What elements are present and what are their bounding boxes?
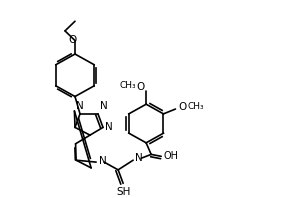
Text: CH₃: CH₃ xyxy=(188,102,204,111)
Text: O: O xyxy=(136,82,144,92)
Text: N: N xyxy=(135,153,143,163)
Text: CH₃: CH₃ xyxy=(120,81,136,90)
Text: OH: OH xyxy=(163,151,178,161)
Text: O: O xyxy=(179,102,187,112)
Text: N: N xyxy=(105,122,113,132)
Text: N: N xyxy=(76,101,84,111)
Text: N: N xyxy=(99,156,107,166)
Text: N: N xyxy=(100,101,108,111)
Text: methoxy: methoxy xyxy=(186,99,204,103)
Text: O: O xyxy=(69,35,77,45)
Text: SH: SH xyxy=(116,187,130,197)
